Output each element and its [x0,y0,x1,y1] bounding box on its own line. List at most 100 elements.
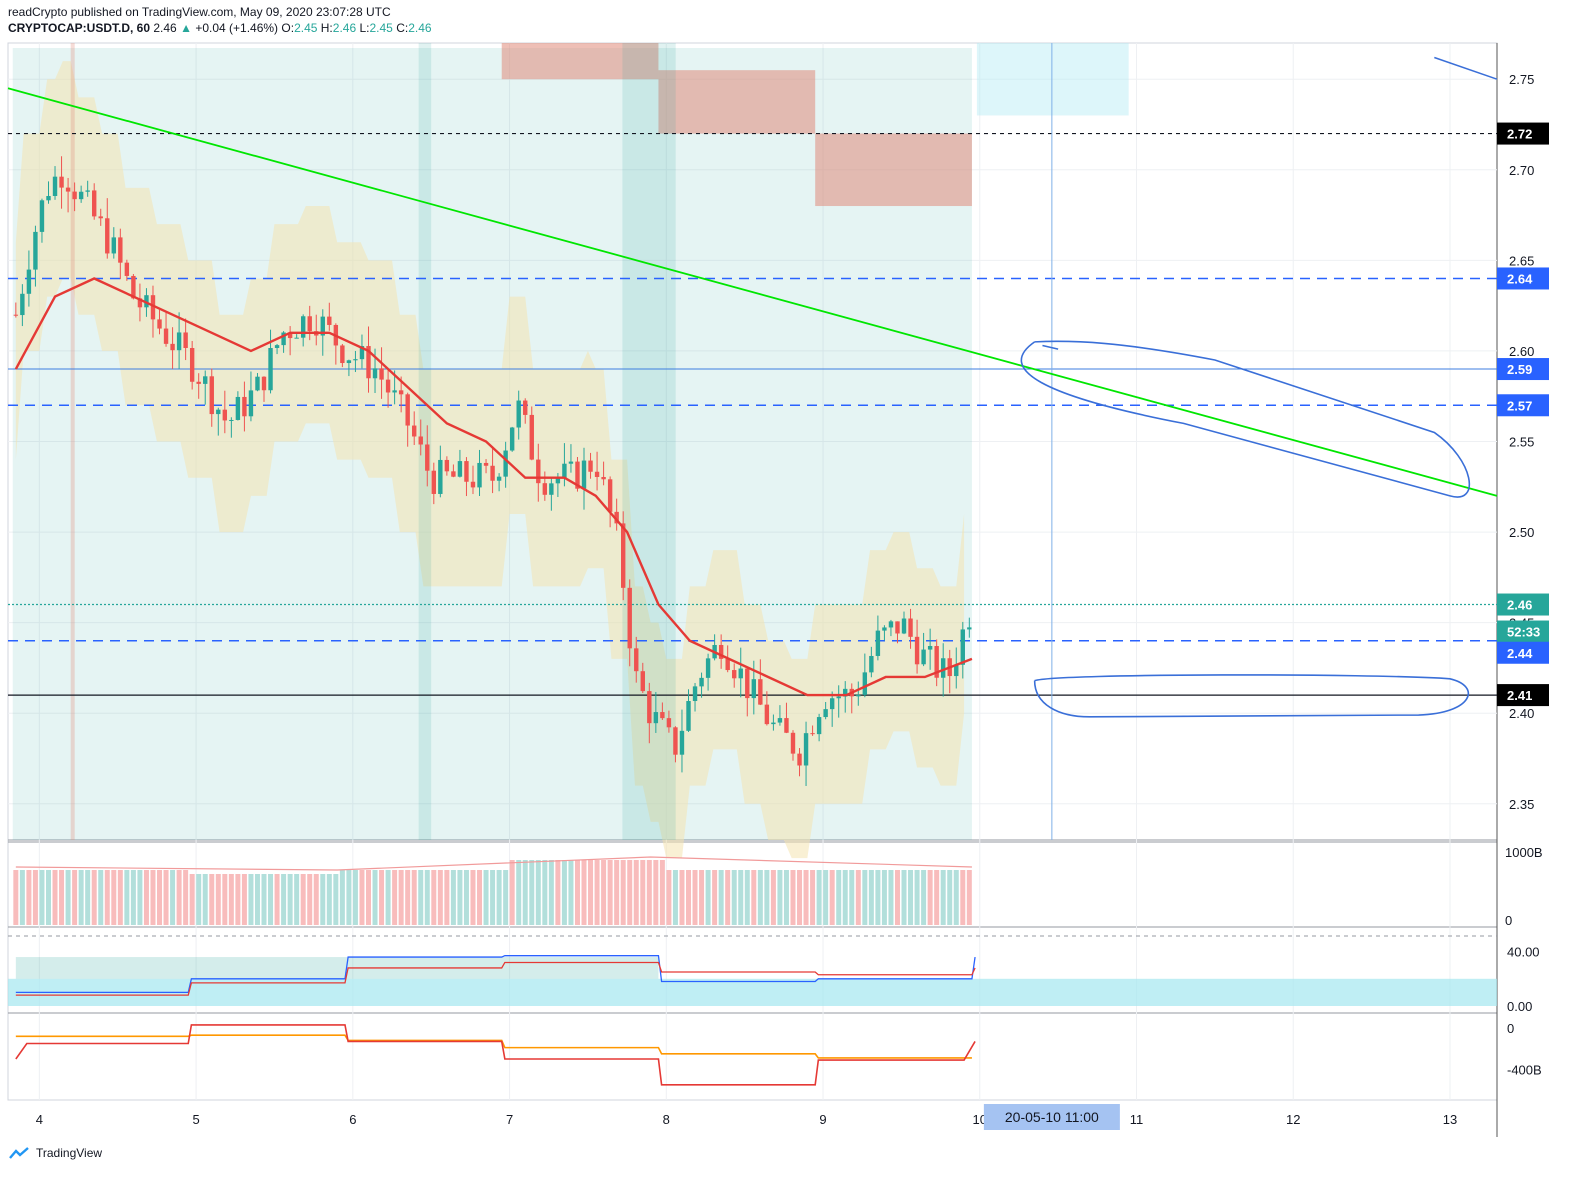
candle-body [183,332,188,349]
volume-bar [143,870,149,925]
y-tick-label: 2.70 [1509,163,1534,178]
price-label: 2.57 [1507,398,1532,413]
candle [261,376,267,402]
volume-bar [52,870,58,925]
candle [196,373,201,399]
tradingview-logo[interactable]: TradingView [8,1146,102,1160]
volume-bar [921,870,927,925]
candle [274,343,280,355]
volume-bar [842,870,848,925]
candle-body [640,671,645,692]
candle-body [764,704,770,725]
candle [268,329,273,394]
candle [882,625,887,641]
candle [607,476,613,528]
candle [745,668,750,717]
candle-body [914,636,920,665]
volume-bar [757,870,763,925]
osc2-line-red [15,1024,976,1086]
candle-body [875,630,881,656]
candle-body [568,461,574,464]
candle [784,702,789,734]
volume-bar [104,870,110,925]
candle [581,447,587,510]
candle [163,312,169,347]
volume-bar [607,860,613,925]
candle-body [170,343,175,351]
candle-body [673,727,678,755]
candle-body [209,376,214,415]
volume-bar [196,874,202,925]
candle [516,390,521,440]
candle [85,180,90,197]
candle-body [72,191,77,200]
candle [536,443,541,502]
volume-bar [189,874,195,925]
candle [640,662,645,693]
candle [483,459,489,474]
candle [967,617,972,638]
candle [529,406,534,461]
candle [588,452,593,479]
osc1-line-blue [15,955,976,994]
volume-bar [751,870,757,925]
volume-bar [320,874,326,925]
annotation-ellipse [1033,674,1470,718]
candle-body [105,218,110,254]
candle [509,426,515,452]
volume-bar [78,870,84,925]
candle [33,225,38,287]
price-label-box [1497,593,1549,616]
candle-body [503,450,508,477]
candle-body [353,359,358,361]
volume-bar [633,860,639,925]
volume-bar [45,870,51,925]
candle [26,250,32,307]
volume-bar [274,874,280,925]
candle [157,309,162,335]
candle [718,634,724,669]
volume-bar [503,870,509,925]
osc1-axis-label: 40.00 [1507,945,1540,960]
volume-bar [816,870,822,925]
price-label-box [1497,394,1549,417]
candle [255,373,260,392]
candle-body [346,360,352,364]
low-label: L: [359,21,370,35]
candle [425,425,430,487]
volume-bar [731,870,737,925]
volume-bar [150,870,156,925]
kumo-red [658,70,816,134]
volume-bar [522,860,528,925]
y-tick-label: 2.60 [1509,344,1534,359]
candle [137,283,143,322]
volume-bar [712,870,718,925]
candle-body [46,195,51,201]
chart-header: readCrypto published on TradingView.com,… [8,4,432,36]
candle-body [176,332,182,351]
candle-body [699,677,704,687]
symbol-label[interactable]: CRYPTOCAP:USDT.D, 60 [8,21,151,35]
volume-bar [653,860,659,925]
y-tick-label: 2.35 [1509,797,1534,812]
volume-bar [718,870,724,925]
volume-bar [868,870,874,925]
volume-bar [457,870,463,925]
volume-bar [346,870,352,925]
volume-bar [65,870,71,925]
candle-body [843,688,848,697]
price-chart[interactable]: 4 5 6 7 8 9 10 11 12 13 2.35 2.40 2.45 2.50 2.55 2.60 2.… [0,0,1585,1140]
candle-body [255,376,260,391]
candle-body [627,587,632,649]
candle [758,659,763,706]
candle-body [111,237,116,254]
volume-bar [744,870,750,925]
candle-body [372,368,378,379]
candle [451,464,456,478]
x-tick-label: 13 [1443,1112,1457,1127]
candle-body [451,471,456,477]
volume-bar [516,860,522,925]
candle [46,181,51,204]
candle [908,608,913,649]
volume-bar [548,860,554,925]
